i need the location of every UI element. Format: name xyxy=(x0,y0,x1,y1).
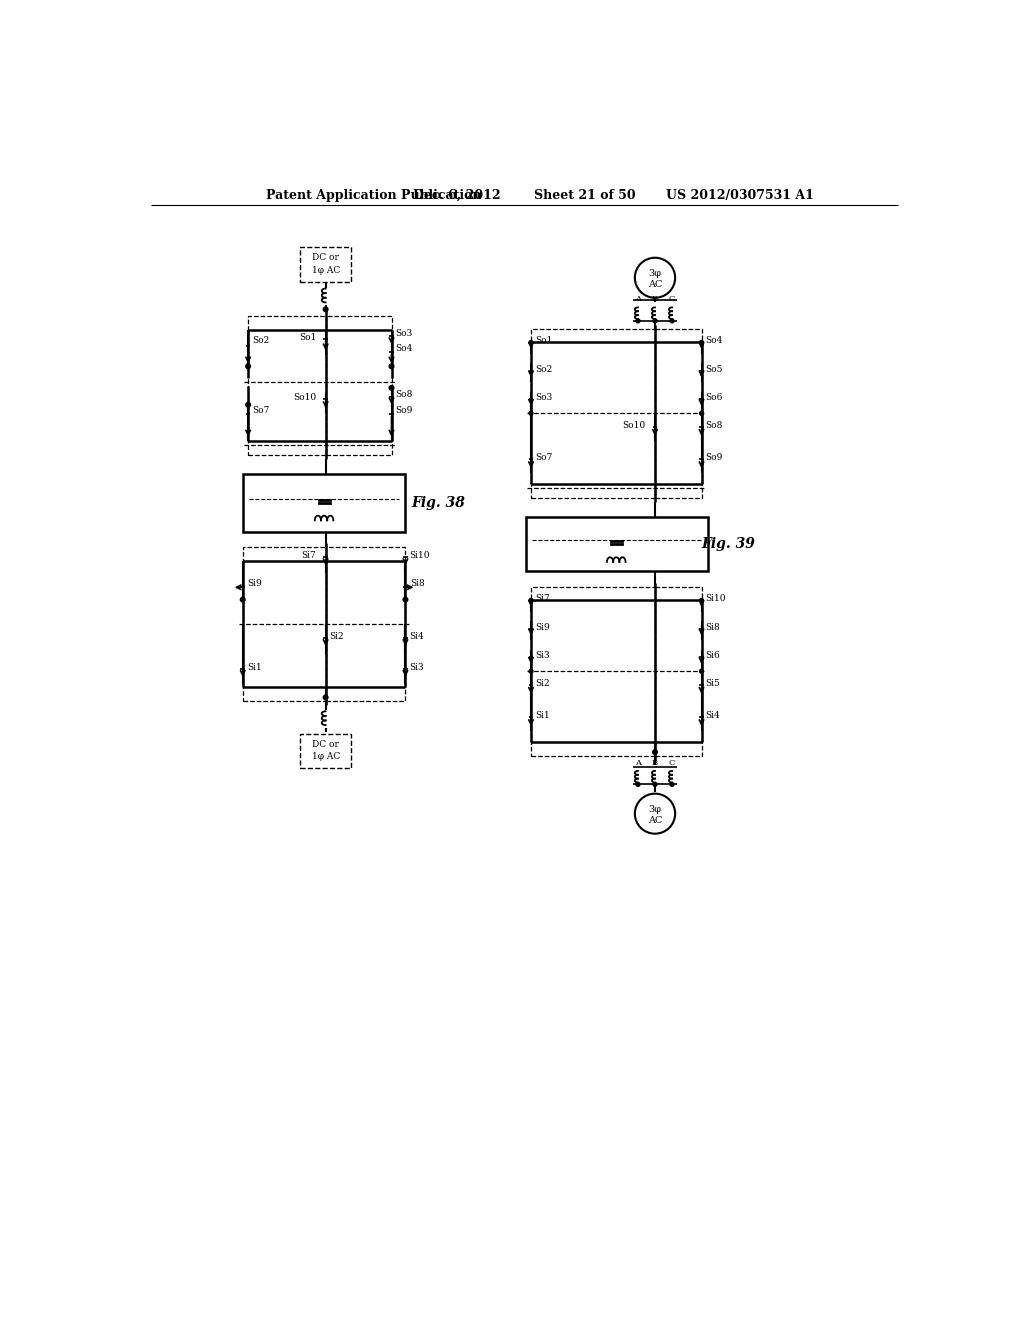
Text: Si5: Si5 xyxy=(706,678,720,688)
Text: So8: So8 xyxy=(395,389,413,399)
Circle shape xyxy=(653,319,657,323)
Circle shape xyxy=(389,385,394,391)
Text: AC: AC xyxy=(648,280,663,289)
Text: So7: So7 xyxy=(535,454,552,462)
Circle shape xyxy=(324,308,328,312)
Circle shape xyxy=(529,412,532,416)
Circle shape xyxy=(324,696,328,700)
Text: Si7: Si7 xyxy=(535,594,550,603)
Circle shape xyxy=(389,364,394,368)
Circle shape xyxy=(653,783,657,787)
Text: So1: So1 xyxy=(299,334,316,342)
Text: B: B xyxy=(652,759,658,767)
Text: AC: AC xyxy=(648,816,663,825)
Circle shape xyxy=(699,412,703,416)
Text: Si1: Si1 xyxy=(248,663,262,672)
Circle shape xyxy=(636,319,640,323)
Circle shape xyxy=(529,341,532,345)
Text: US 2012/0307531 A1: US 2012/0307531 A1 xyxy=(666,189,814,202)
Bar xyxy=(300,734,351,768)
Circle shape xyxy=(652,750,657,755)
Text: So10: So10 xyxy=(623,421,646,430)
Text: Dec. 6, 2012: Dec. 6, 2012 xyxy=(414,189,501,202)
Text: C: C xyxy=(669,296,675,304)
Text: Si4: Si4 xyxy=(410,632,424,642)
Text: Si8: Si8 xyxy=(410,579,425,587)
Bar xyxy=(300,247,351,281)
Text: 1φ AC: 1φ AC xyxy=(311,752,340,762)
Circle shape xyxy=(241,598,245,602)
Text: So1: So1 xyxy=(535,337,552,346)
Text: DC or: DC or xyxy=(312,741,339,748)
Text: Si8: Si8 xyxy=(706,623,720,632)
Text: 3φ: 3φ xyxy=(648,269,662,279)
Text: So9: So9 xyxy=(706,454,723,462)
Text: So8: So8 xyxy=(706,421,723,430)
Circle shape xyxy=(529,669,532,673)
Text: 3φ: 3φ xyxy=(648,805,662,814)
Bar xyxy=(655,586,701,756)
Circle shape xyxy=(699,669,703,673)
Text: So3: So3 xyxy=(535,393,552,403)
Bar xyxy=(326,548,406,701)
Circle shape xyxy=(636,783,640,787)
Circle shape xyxy=(699,598,703,602)
Text: So7: So7 xyxy=(252,407,269,416)
Text: So2: So2 xyxy=(252,337,269,346)
Circle shape xyxy=(403,598,408,602)
Text: Fig. 38: Fig. 38 xyxy=(411,495,465,510)
Bar xyxy=(248,317,326,455)
Text: 1φ AC: 1φ AC xyxy=(311,265,340,275)
Bar xyxy=(531,586,655,756)
Circle shape xyxy=(670,319,674,323)
Text: Si2: Si2 xyxy=(535,678,550,688)
Text: Patent Application Publication: Patent Application Publication xyxy=(266,189,481,202)
Bar xyxy=(525,517,708,572)
Circle shape xyxy=(246,403,251,407)
Text: Si7: Si7 xyxy=(302,552,316,560)
Text: So4: So4 xyxy=(395,345,413,352)
Circle shape xyxy=(529,598,532,602)
Text: DC or: DC or xyxy=(312,253,339,263)
Text: Si4: Si4 xyxy=(706,711,720,721)
Text: Si9: Si9 xyxy=(248,579,262,587)
Text: B: B xyxy=(652,296,658,304)
Text: So4: So4 xyxy=(706,337,723,346)
Text: So5: So5 xyxy=(706,364,723,374)
Bar xyxy=(531,329,655,498)
Text: So6: So6 xyxy=(706,393,723,403)
Bar xyxy=(243,474,406,532)
Text: Si10: Si10 xyxy=(706,594,726,603)
Bar xyxy=(243,548,326,701)
Text: So9: So9 xyxy=(395,407,413,416)
Text: A: A xyxy=(635,759,641,767)
Text: C: C xyxy=(669,759,675,767)
Text: A: A xyxy=(635,296,641,304)
Text: So3: So3 xyxy=(395,330,413,338)
Circle shape xyxy=(246,364,251,368)
Text: Si3: Si3 xyxy=(535,651,550,660)
Text: Sheet 21 of 50: Sheet 21 of 50 xyxy=(535,189,636,202)
Circle shape xyxy=(670,783,674,787)
Text: Si2: Si2 xyxy=(330,632,344,642)
Text: So10: So10 xyxy=(293,393,316,403)
Circle shape xyxy=(699,341,703,345)
Text: So2: So2 xyxy=(535,364,552,374)
Text: Si1: Si1 xyxy=(535,711,550,721)
Text: Si3: Si3 xyxy=(410,663,424,672)
Text: Si6: Si6 xyxy=(706,651,720,660)
Text: Fig. 39: Fig. 39 xyxy=(701,537,756,552)
Bar xyxy=(326,317,391,455)
Text: Si9: Si9 xyxy=(535,623,550,632)
Bar xyxy=(655,329,701,498)
Text: Si10: Si10 xyxy=(410,552,430,560)
